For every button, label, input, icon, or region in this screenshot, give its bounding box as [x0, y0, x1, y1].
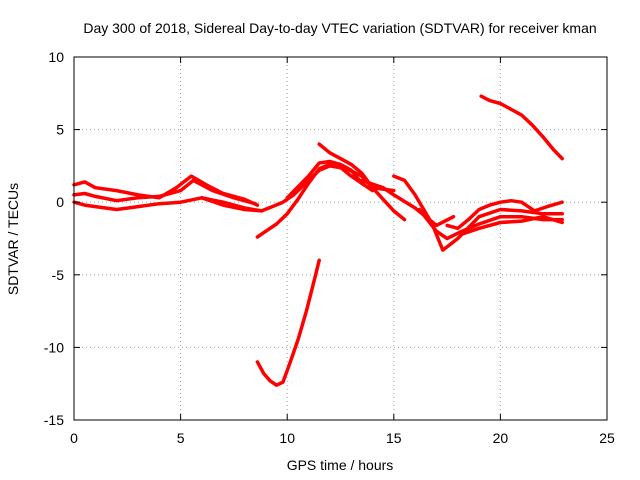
x-tick-label: 5: [177, 430, 185, 446]
series-track-14: [255, 258, 321, 387]
y-tick-label: 10: [48, 49, 64, 65]
series-track-7: [285, 159, 375, 200]
series-track-8: [360, 178, 456, 228]
series-track-9: [392, 174, 564, 252]
y-tick-label: -15: [44, 412, 64, 428]
series-track-6: [317, 142, 407, 222]
ticks: 0 5 10 15 20 25 -15 -10 -5 0 5 10: [44, 49, 615, 446]
series-track-13: [479, 94, 564, 161]
x-axis-label: GPS time / hours: [287, 457, 394, 473]
y-tick-label: -5: [52, 267, 65, 283]
y-tick-label: 5: [56, 122, 64, 138]
y-tick-label: -10: [44, 339, 64, 355]
series-track-12: [460, 214, 564, 236]
chart-title: Day 300 of 2018, Sidereal Day-to-day VTE…: [83, 20, 596, 36]
plot-frame: [73, 56, 608, 421]
series-track-11: [445, 198, 564, 231]
y-tick-label: 0: [56, 194, 64, 210]
x-tick-label: 25: [599, 430, 615, 446]
x-tick-label: 0: [70, 430, 78, 446]
series-track-3: [72, 196, 264, 213]
series-track-5: [255, 162, 366, 239]
grid: [74, 57, 607, 420]
x-tick-label: 10: [279, 430, 295, 446]
series-track-2: [72, 178, 257, 206]
x-tick-label: 20: [493, 430, 509, 446]
series-layer: [72, 94, 564, 387]
x-tick-label: 15: [386, 430, 402, 446]
series-track-1: [72, 174, 260, 207]
series-track-4: [200, 164, 396, 213]
y-axis-label: SDTVAR / TECUs: [5, 183, 21, 295]
